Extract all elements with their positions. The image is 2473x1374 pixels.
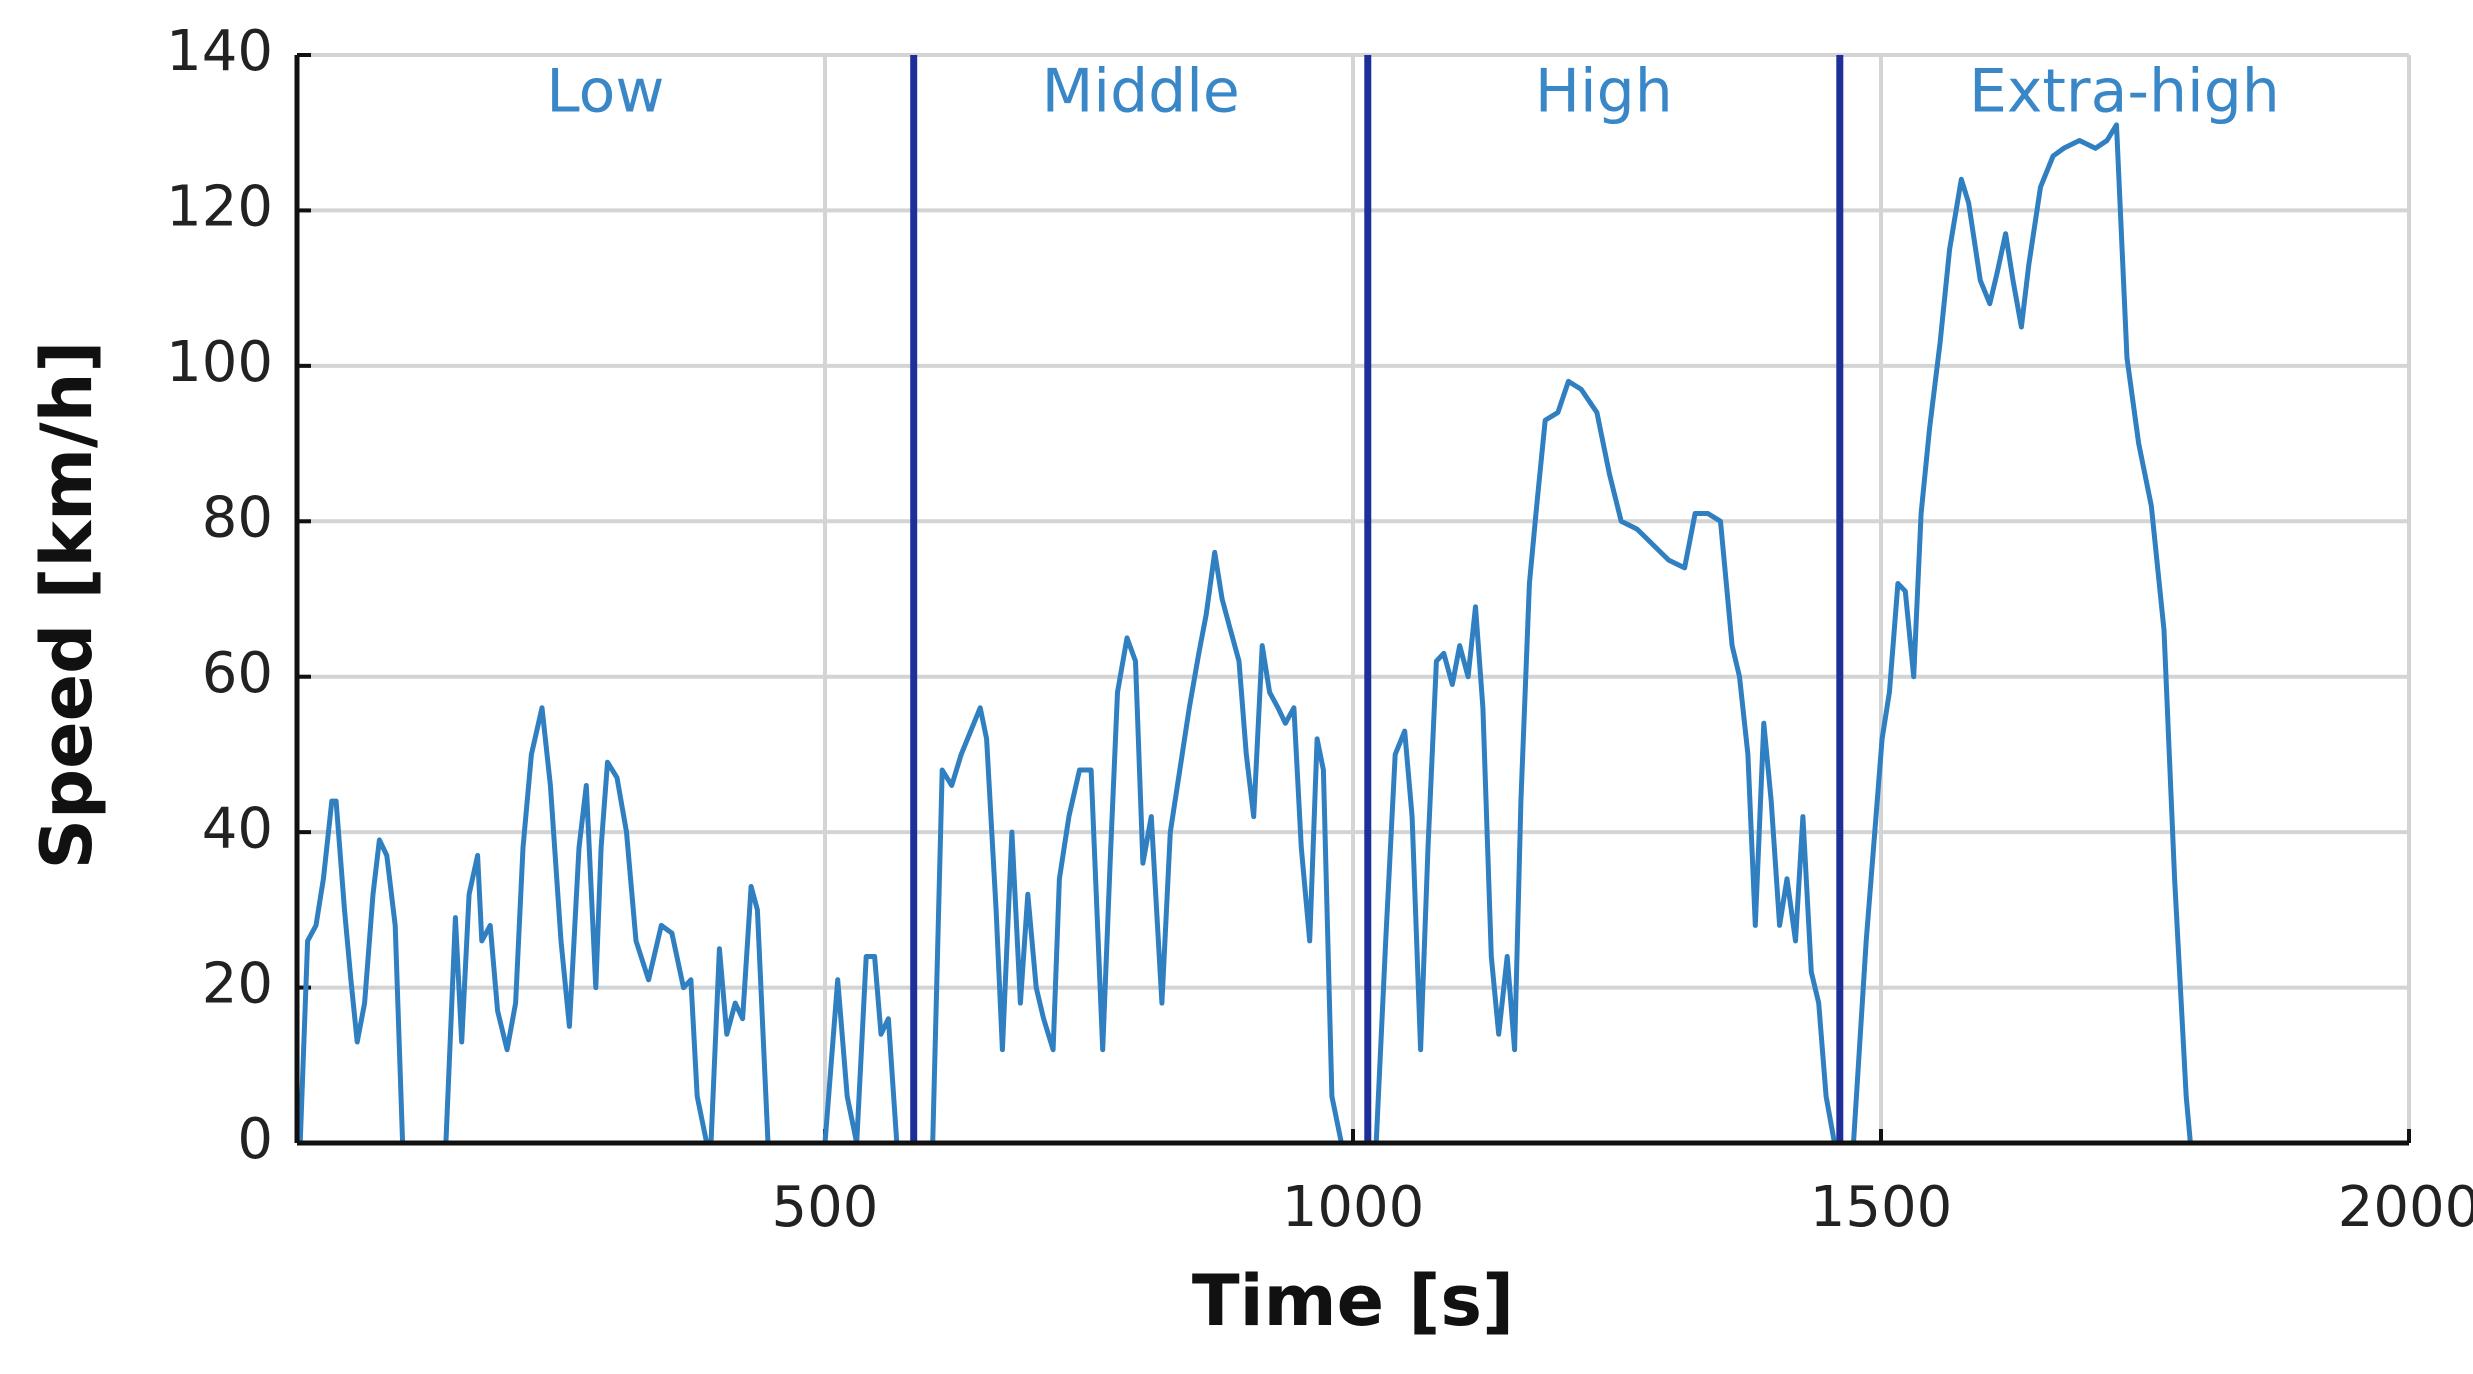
x-tick-label: 500 xyxy=(772,1175,879,1240)
speed-line xyxy=(297,122,2193,1146)
y-tick-label: 80 xyxy=(202,485,273,550)
y-tick-label: 60 xyxy=(202,641,273,706)
y-tick-label: 20 xyxy=(202,952,273,1017)
y-tick-label: 120 xyxy=(166,175,273,240)
phase-label: High xyxy=(1535,57,1673,127)
phase-label: Middle xyxy=(1042,57,1240,127)
x-tick-label: 1500 xyxy=(1810,1175,1953,1240)
x-tick-label: 2000 xyxy=(2338,1175,2473,1240)
phase-label: Extra-high xyxy=(1969,57,2280,127)
y-axis-title: Speed [km/h] xyxy=(26,341,108,870)
y-tick-label: 40 xyxy=(202,796,273,861)
phase-label: Low xyxy=(546,57,664,127)
x-axis-title: Time [s] xyxy=(1192,1260,1514,1342)
x-tick-label: 1000 xyxy=(1282,1175,1425,1240)
y-tick-label: 100 xyxy=(166,330,273,395)
y-tick-label: 0 xyxy=(237,1107,273,1172)
y-tick-label: 140 xyxy=(166,19,273,84)
